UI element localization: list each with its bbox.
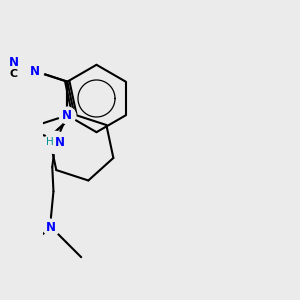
Text: H: H [46,137,54,147]
Text: N: N [54,136,64,149]
Text: N: N [62,109,72,122]
Text: N: N [46,220,56,234]
Text: N: N [30,65,40,78]
Text: C: C [9,69,17,79]
Text: N: N [8,56,18,69]
